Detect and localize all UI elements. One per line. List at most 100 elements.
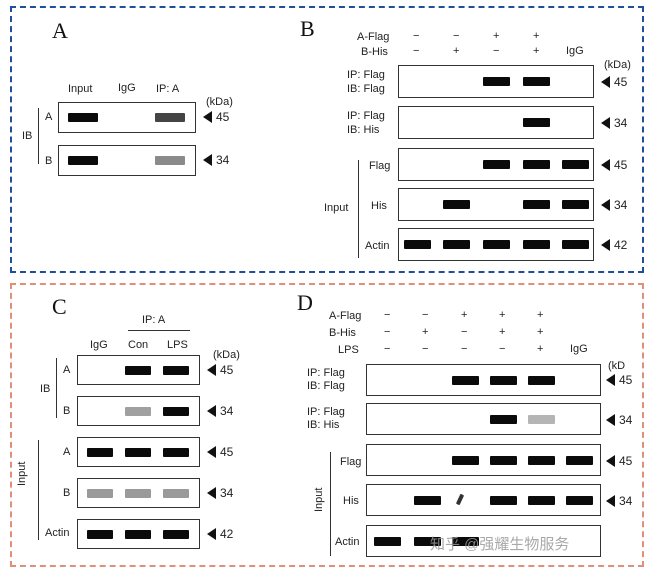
panel-b-blot-ipflag-ibflag bbox=[398, 65, 594, 98]
panel-c-row-a2: A bbox=[63, 446, 71, 458]
panel-c-blot-input-b bbox=[77, 478, 200, 508]
arrow-icon bbox=[601, 199, 610, 211]
panel-b-blot-ipflag-ibhis bbox=[398, 106, 594, 139]
sign: − bbox=[453, 30, 460, 42]
arrow-icon bbox=[207, 364, 216, 376]
sign: + bbox=[537, 326, 544, 338]
panel-b-b-his: B-His bbox=[361, 46, 388, 58]
arrow-icon bbox=[606, 414, 615, 426]
panel-c-blot-ib-a bbox=[77, 355, 200, 385]
panel-b-mw-45b: 45 bbox=[614, 158, 628, 172]
sign: + bbox=[493, 30, 500, 42]
band bbox=[125, 407, 151, 416]
arrow-icon bbox=[601, 117, 610, 129]
panel-b-igg: IgG bbox=[566, 45, 584, 57]
panel-d-blot-ipflag-ibflag bbox=[366, 364, 601, 396]
band bbox=[163, 407, 189, 416]
panel-d-blot-ipflag-ibhis bbox=[366, 403, 601, 435]
panel-a-mw-34: 34 bbox=[216, 153, 230, 167]
panel-a-blot-a bbox=[58, 102, 196, 133]
sign: − bbox=[461, 343, 468, 355]
sign: − bbox=[413, 30, 420, 42]
band bbox=[523, 160, 550, 169]
arrow-icon bbox=[207, 446, 216, 458]
sign: + bbox=[499, 309, 506, 321]
band bbox=[566, 456, 593, 465]
sign: + bbox=[499, 326, 506, 338]
band bbox=[452, 537, 479, 546]
arrow-icon bbox=[207, 487, 216, 499]
panel-c-kda: (kDa) bbox=[213, 349, 240, 361]
panel-a-blot-b bbox=[58, 145, 196, 176]
panel-b-blot-input-his bbox=[398, 188, 594, 221]
panel-d-ip-flag: IP: Flag bbox=[307, 367, 345, 379]
sign: + bbox=[533, 45, 540, 57]
sign: − bbox=[422, 309, 429, 321]
panel-d-igg: IgG bbox=[570, 343, 588, 355]
panel-d-flag: Flag bbox=[340, 456, 362, 468]
sign: − bbox=[422, 343, 429, 355]
panel-b-blot-input-actin bbox=[398, 228, 594, 261]
panel-d-kda: (kD bbox=[608, 360, 626, 372]
band bbox=[562, 240, 589, 249]
panel-b-letter: B bbox=[300, 16, 315, 41]
panel-d-ip-flag2: IP: Flag bbox=[307, 406, 345, 418]
band bbox=[452, 456, 479, 465]
panel-c-ip-a: IP: A bbox=[142, 314, 166, 326]
panel-a-ib-bracket bbox=[38, 108, 39, 164]
top-frame bbox=[10, 6, 644, 273]
band bbox=[414, 496, 441, 505]
band bbox=[562, 200, 589, 209]
panel-d-blot-input-flag bbox=[366, 444, 601, 476]
panel-d-mw-45b: 45 bbox=[619, 454, 633, 468]
sign: + bbox=[461, 309, 468, 321]
panel-d-blot-input-his bbox=[366, 484, 601, 516]
panel-d-b-his: B-His bbox=[329, 327, 356, 339]
sign: − bbox=[493, 45, 500, 57]
panel-c-ip-underline bbox=[128, 330, 190, 331]
arrow-icon bbox=[203, 111, 212, 123]
band bbox=[68, 156, 98, 165]
panel-a-col-ip: IP: A bbox=[156, 83, 180, 95]
panel-c-mw-34a: 34 bbox=[220, 404, 234, 418]
panel-c-row-b2: B bbox=[63, 487, 71, 499]
band bbox=[155, 113, 185, 122]
sign: + bbox=[453, 45, 460, 57]
sign: − bbox=[461, 326, 468, 338]
arrow-icon bbox=[606, 495, 615, 507]
band bbox=[87, 489, 113, 498]
band bbox=[523, 200, 550, 209]
band bbox=[455, 493, 465, 506]
band bbox=[125, 489, 151, 498]
arrow-icon bbox=[601, 76, 610, 88]
band bbox=[483, 240, 510, 249]
arrow-icon bbox=[203, 154, 212, 166]
panel-d-letter: D bbox=[297, 290, 313, 315]
panel-b-his: His bbox=[371, 200, 387, 212]
band bbox=[490, 376, 517, 385]
arrow-icon bbox=[606, 374, 615, 386]
panel-c-blot-ib-b bbox=[77, 396, 200, 426]
panel-c-row-a: A bbox=[63, 364, 71, 376]
band bbox=[566, 496, 593, 505]
panel-a-mw-45: 45 bbox=[216, 110, 230, 124]
band bbox=[490, 496, 517, 505]
panel-c-letter: C bbox=[52, 294, 67, 319]
sign: − bbox=[413, 45, 420, 57]
panel-a-letter: A bbox=[52, 18, 68, 43]
band bbox=[528, 415, 555, 424]
panel-c-col-igg: IgG bbox=[90, 339, 108, 351]
sign: + bbox=[533, 30, 540, 42]
sign: + bbox=[537, 309, 544, 321]
band bbox=[490, 456, 517, 465]
band bbox=[443, 240, 470, 249]
arrow-icon bbox=[601, 239, 610, 251]
band bbox=[68, 113, 98, 122]
panel-b-flag: Flag bbox=[369, 160, 391, 172]
panel-b-actin: Actin bbox=[365, 240, 390, 252]
panel-c-row-b: B bbox=[63, 405, 71, 417]
panel-d-blot-input-actin bbox=[366, 525, 601, 557]
panel-c-mw-45b: 45 bbox=[220, 445, 234, 459]
panel-b-ip-flag: IP: Flag bbox=[347, 69, 385, 81]
panel-d-ib-his: IB: His bbox=[307, 419, 340, 431]
